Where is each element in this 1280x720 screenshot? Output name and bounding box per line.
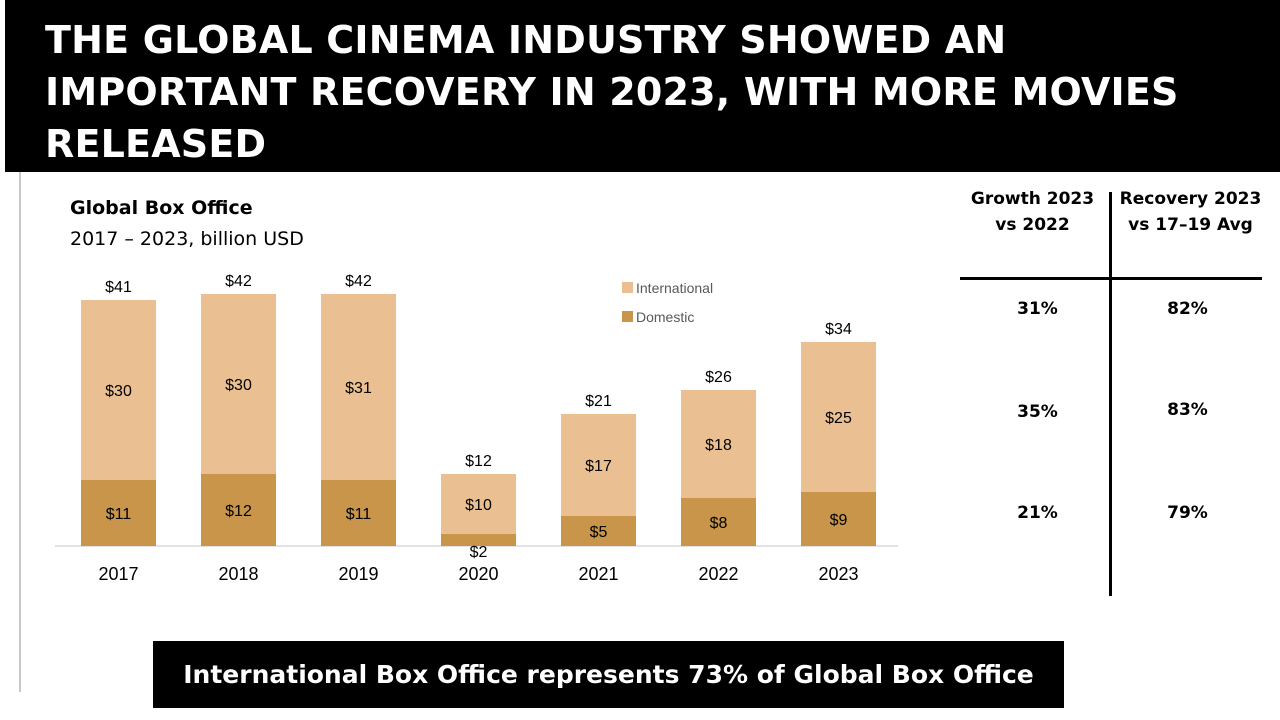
tick-label-2023: 2023	[818, 564, 858, 584]
title-band: THE GLOBAL CINEMA INDUSTRY SHOWED AN IMP…	[5, 0, 1280, 172]
table-cell-recovery-1: 82%	[1167, 299, 1208, 319]
tick-label-2022: 2022	[698, 564, 738, 584]
tick-label-2019: 2019	[338, 564, 378, 584]
tick-label-2018: 2018	[218, 564, 258, 584]
tick-label-2020: 2020	[458, 564, 498, 584]
table-cell-growth-2: 35%	[1017, 402, 1058, 422]
label-total-2022: $26	[705, 369, 732, 386]
label-international-2020: $10	[465, 497, 492, 514]
label-domestic-2018: $12	[225, 503, 252, 520]
label-domestic-2019: $11	[346, 506, 372, 523]
chart-subtitle: 2017 – 2023, billion USD	[70, 228, 304, 250]
table-header-growth: Growth 2023 vs 2022	[970, 189, 1095, 235]
bar-domestic-2022	[681, 498, 756, 546]
slide-title: THE GLOBAL CINEMA INDUSTRY SHOWED AN IMP…	[45, 18, 1179, 166]
bar-international-2017	[81, 300, 156, 480]
legend-swatch-international	[622, 282, 633, 293]
bar-domestic-2017	[81, 480, 156, 546]
label-total-2020: $12	[465, 453, 492, 470]
bar-international-2022	[681, 390, 756, 498]
left-divider	[19, 172, 21, 692]
bar-international-2023	[801, 342, 876, 492]
label-domestic-2022: $8	[710, 515, 728, 532]
table-vertical-divider	[1109, 192, 1112, 596]
table-cell-recovery-3: 79%	[1167, 503, 1208, 523]
label-domestic-2020: $2	[470, 544, 488, 561]
label-domestic-2021: $5	[590, 524, 608, 541]
label-international-2018: $30	[225, 377, 252, 394]
bar-international-2018	[201, 294, 276, 474]
box-office-chart: $30 $11 $41 2017 $30 $12 $42 2018 $31 $11 $42 2019 $…	[55, 273, 898, 584]
bar-international-2021	[561, 414, 636, 516]
bar-international-2019	[321, 294, 396, 480]
footer-callout: International Box Office represents 73% …	[153, 641, 1064, 708]
label-domestic-2023: $9	[830, 512, 848, 529]
chart-title: Global Box Office	[70, 197, 253, 219]
label-international-2021: $17	[585, 458, 612, 475]
label-international-2019: $31	[345, 380, 372, 397]
label-international-2023: $25	[825, 410, 852, 427]
label-total-2019: $42	[345, 273, 372, 290]
label-domestic-2017: $11	[106, 506, 132, 523]
bar-domestic-2023	[801, 492, 876, 546]
table-cell-growth-1: 31%	[1017, 299, 1058, 319]
bar-domestic-2020	[441, 534, 516, 546]
tick-label-2017: 2017	[98, 564, 138, 584]
label-total-2017: $41	[105, 279, 132, 296]
legend-label-domestic: Domestic	[636, 309, 694, 325]
label-total-2018: $42	[225, 273, 252, 290]
label-international-2022: $18	[705, 437, 732, 454]
bar-domestic-2019	[321, 480, 396, 546]
label-total-2021: $21	[585, 393, 612, 410]
table-horizontal-divider	[960, 277, 1262, 280]
label-total-2023: $34	[825, 321, 852, 338]
bar-domestic-2018	[201, 474, 276, 546]
table-cell-growth-3: 21%	[1017, 503, 1058, 523]
bar-international-2020	[441, 474, 516, 534]
table-cell-recovery-2: 83%	[1167, 400, 1208, 420]
bar-domestic-2021	[561, 516, 636, 546]
label-international-2017: $30	[105, 383, 132, 400]
table-header-recovery: Recovery 2023 vs 17–19 Avg	[1119, 189, 1262, 235]
tick-label-2021: 2021	[578, 564, 618, 584]
legend-swatch-domestic	[622, 311, 633, 322]
legend-label-international: International	[636, 280, 713, 296]
